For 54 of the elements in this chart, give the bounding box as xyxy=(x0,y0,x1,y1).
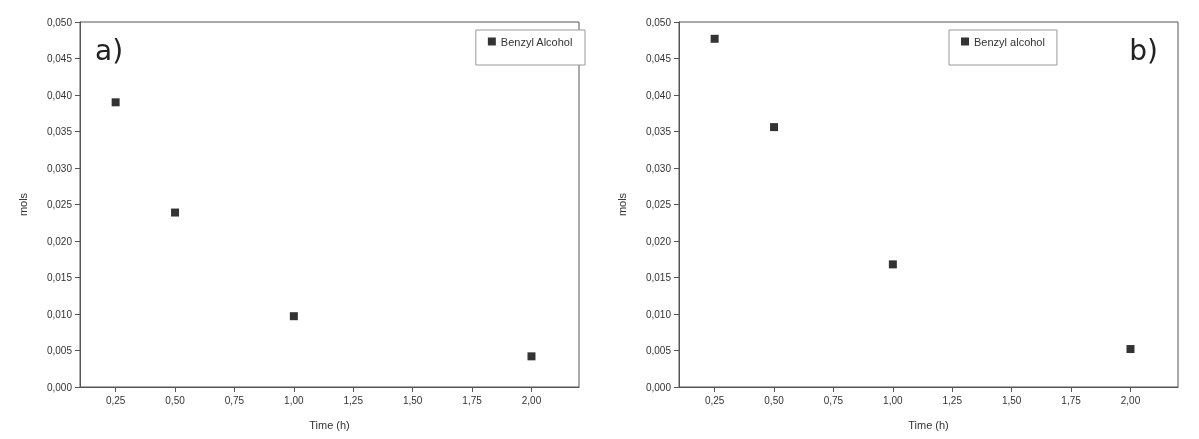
point xyxy=(770,123,779,132)
x-tick-label: 0,25 xyxy=(105,394,126,406)
y-tick-label: 0,025 xyxy=(46,199,73,210)
x-tick-label: 0,75 xyxy=(224,394,245,406)
y-tick-label: 0,005 xyxy=(46,345,73,356)
y-tick-label: 0,035 xyxy=(46,126,73,137)
point xyxy=(171,208,180,217)
point xyxy=(888,260,897,269)
legend-label: Benzyl alcohol xyxy=(974,35,1045,48)
y-axis-title: mols xyxy=(16,192,29,217)
y-tick-label: 0,045 xyxy=(645,53,672,64)
point xyxy=(289,312,298,321)
y-tick-label: 0,015 xyxy=(645,272,672,283)
x-tick-label: 2,00 xyxy=(1120,394,1141,406)
y-tick-label: 0,050 xyxy=(645,16,672,28)
x-tick-label: 1,00 xyxy=(284,394,305,406)
y-tick-label: 0,040 xyxy=(645,89,672,101)
point xyxy=(710,34,719,43)
y-tick-label: 0,010 xyxy=(645,308,672,320)
y-tick-label: 0,050 xyxy=(46,16,73,28)
y-tick-label: 0,030 xyxy=(645,162,672,174)
y-tick-label: 0,000 xyxy=(645,381,672,393)
x-axis-title: Time (h) xyxy=(908,418,949,431)
x-tick-label: 0,50 xyxy=(764,394,785,406)
x-tick-label: 1,25 xyxy=(942,394,963,406)
y-tick-label: 0,020 xyxy=(645,235,672,247)
point xyxy=(111,98,120,107)
x-tick-label: 0,75 xyxy=(823,394,844,406)
x-tick-label: 2,00 xyxy=(521,394,542,406)
y-tick-label: 0,020 xyxy=(46,235,73,247)
y-tick-label: 0,000 xyxy=(46,381,73,393)
y-tick-label: 0,025 xyxy=(645,199,672,210)
x-tick-label: 1,00 xyxy=(883,394,904,406)
x-tick-label: 1,75 xyxy=(462,394,483,406)
y-tick-label: 0,040 xyxy=(46,89,73,101)
legend-label: Benzyl Alcohol xyxy=(500,35,573,48)
x-tick-label: 1,50 xyxy=(1001,394,1022,406)
x-axis-title: Time (h) xyxy=(309,418,350,431)
x-tick-label: 1,50 xyxy=(402,394,423,406)
y-tick-label: 0,030 xyxy=(46,162,73,174)
x-tick-label: 0,25 xyxy=(704,394,725,406)
point xyxy=(527,352,536,361)
x-tick-label: 0,50 xyxy=(165,394,186,406)
y-tick-label: 0,010 xyxy=(46,308,73,320)
x-tick-label: 1,25 xyxy=(343,394,364,406)
y-tick-label: 0,015 xyxy=(46,272,73,283)
x-tick-label: 1,75 xyxy=(1061,394,1082,406)
annotation: a) xyxy=(95,33,124,67)
y-tick-label: 0,045 xyxy=(46,53,73,64)
annotation: b) xyxy=(1129,33,1159,67)
y-tick-label: 0,005 xyxy=(645,345,672,356)
y-axis-title: mols xyxy=(615,192,628,217)
y-tick-label: 0,035 xyxy=(645,126,672,137)
point xyxy=(1126,345,1135,354)
